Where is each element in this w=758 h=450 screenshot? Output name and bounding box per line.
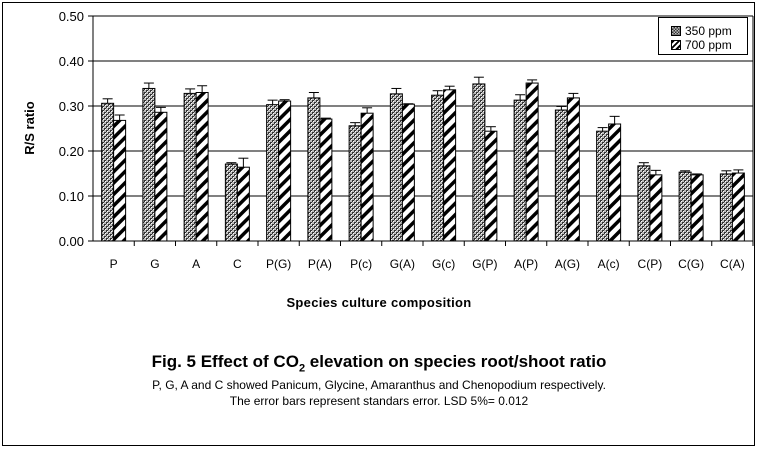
bar-700ppm: [484, 130, 498, 242]
bar-350ppm: [101, 102, 115, 242]
bars: [101, 76, 745, 242]
bar-350ppm: [431, 94, 445, 242]
bar-350ppm: [389, 93, 403, 242]
bar-350ppm: [719, 173, 733, 242]
y-tick-label: 0.30: [59, 99, 84, 114]
legend-item-350: 350 ppm: [671, 24, 732, 38]
legend-label: 350 ppm: [685, 24, 732, 38]
bar-350ppm: [554, 109, 568, 242]
y-tick-label: 0.50: [59, 9, 84, 24]
x-tick-label: G(A): [390, 257, 415, 271]
bar-700ppm: [731, 172, 745, 242]
bar-350ppm: [307, 97, 321, 242]
y-tick-label: 0.00: [59, 234, 84, 249]
bar-350ppm: [596, 130, 610, 242]
bar-700ppm: [278, 100, 292, 242]
caption-line-2: The error bars represent standars error.…: [229, 394, 529, 408]
bar-350ppm: [142, 87, 156, 242]
bar-700ppm: [360, 112, 374, 242]
bar-700ppm: [649, 174, 663, 242]
bar-350ppm: [678, 171, 692, 242]
x-tick-label: A(c): [598, 257, 620, 271]
bar-350ppm: [348, 125, 362, 242]
y-tick-label: 0.10: [59, 189, 84, 204]
x-tick-label: P(G): [266, 257, 291, 271]
x-tick-label: C: [233, 257, 242, 271]
legend-label: 700 ppm: [685, 38, 732, 52]
bar-700ppm: [195, 92, 209, 242]
bar-700ppm: [236, 166, 250, 242]
x-axis-label: Species culture composition: [286, 295, 472, 310]
figure-title: Fig. 5 Effect of CO2 elevation on specie…: [0, 352, 758, 374]
legend-item-700: 700 ppm: [671, 38, 732, 52]
axes: 0.00 0.10 0.20 0.30 0.40 0.50 P G A C P(G) P(A) P(c)…: [59, 9, 754, 271]
x-tick-label: G(c): [432, 257, 455, 271]
bar-350ppm: [266, 104, 280, 242]
caption-line-1: P, G, A and C showed Panicum, Glycine, A…: [152, 378, 606, 392]
bar-350ppm: [637, 165, 651, 242]
x-tick-label: P(c): [350, 257, 372, 271]
title-subscript: 2: [298, 362, 306, 375]
bar-700ppm: [690, 174, 704, 242]
x-tick-label: A: [192, 257, 200, 271]
bar-350ppm: [513, 99, 527, 242]
x-tick-label: C(A): [720, 257, 745, 271]
bar-350ppm: [224, 163, 238, 242]
bar-700ppm: [525, 82, 539, 242]
bar-700ppm: [401, 103, 415, 242]
title-text-suffix: elevation on species root/shoot ratio: [305, 352, 607, 371]
stripe-swatch-icon: [671, 40, 681, 50]
x-tick-label: A(G): [555, 257, 580, 271]
x-tick-label: P(A): [308, 257, 332, 271]
y-tick-label: 0.20: [59, 144, 84, 159]
bar-700ppm: [608, 123, 622, 242]
y-tick-label: 0.40: [59, 54, 84, 69]
y-axis-label: R/S ratio: [22, 101, 37, 155]
bar-700ppm: [319, 118, 333, 242]
x-tick-label: A(P): [514, 257, 538, 271]
bar-700ppm: [154, 111, 168, 242]
x-tick-label: G(P): [472, 257, 497, 271]
bar-700ppm: [113, 119, 127, 242]
x-tick-label: P: [110, 257, 118, 271]
x-tick-label: C(G): [678, 257, 704, 271]
checker-swatch-icon: [671, 26, 681, 36]
title-text: Fig. 5 Effect of CO: [151, 352, 299, 371]
x-tick-label: C(P): [638, 257, 663, 271]
bar-350ppm: [183, 92, 197, 242]
bar-700ppm: [443, 89, 457, 242]
bar-700ppm: [566, 97, 580, 242]
x-tick-label: G: [150, 257, 159, 271]
legend: 350 ppm 700 ppm: [658, 17, 748, 55]
bar-350ppm: [472, 83, 486, 242]
